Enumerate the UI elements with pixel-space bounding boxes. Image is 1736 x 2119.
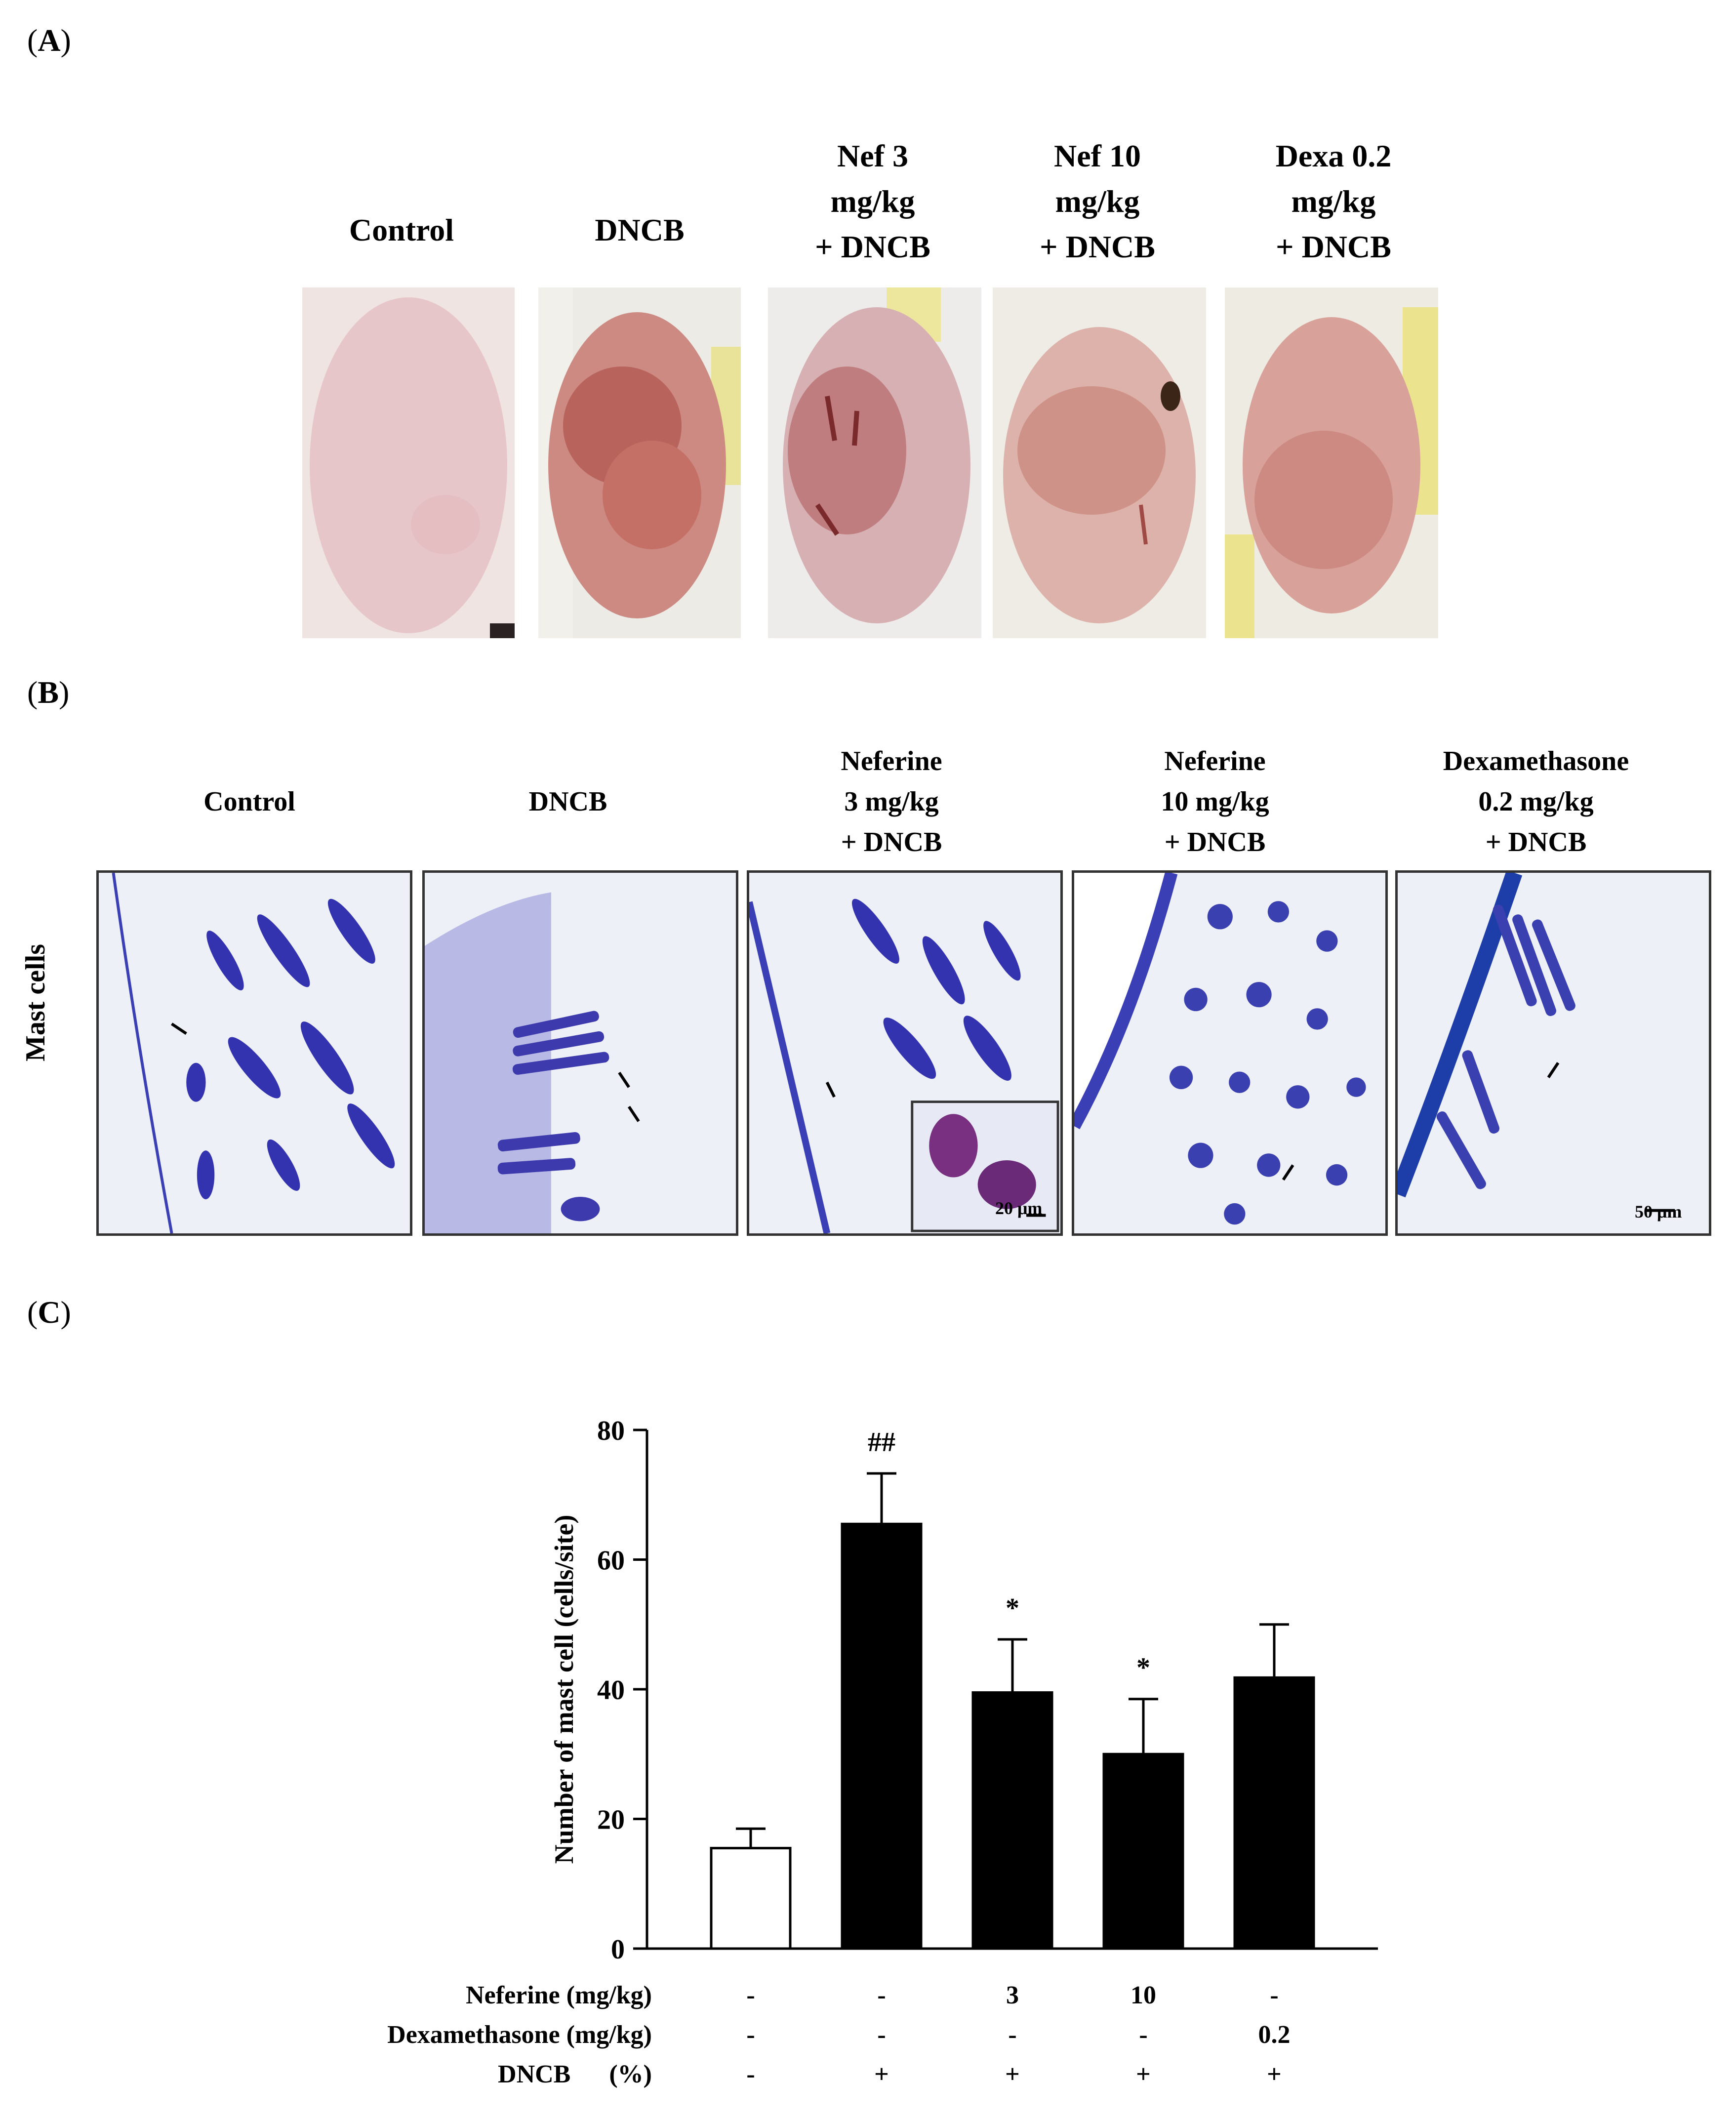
condition-cell: - (746, 1981, 755, 2009)
panel-b-label: (B) (27, 675, 70, 710)
bar (841, 1522, 923, 1950)
b-title-line: DNCB (528, 786, 607, 817)
b-micrograph-neferine3 (747, 870, 1063, 1236)
condition-cell: - (877, 2021, 886, 2049)
a-title-line: Control (349, 212, 454, 247)
condition-row-label: DNCB (%) (498, 2060, 652, 2088)
b-title-line: 3 mg/kg (844, 786, 939, 817)
b-title-neferine3: Neferine 3 mg/kg + DNCB (738, 741, 1045, 862)
significance-marker: * (1006, 1593, 1019, 1624)
a-photo-nef3 (768, 287, 981, 638)
y-axis-label: Number of mast cell (cells/site) (549, 1515, 579, 1864)
significance-marker: ## (868, 1427, 895, 1458)
condition-cell: 3 (1006, 1981, 1019, 2009)
a-title-line: mg/kg (1291, 184, 1376, 219)
b-micrograph-dncb (422, 870, 738, 1236)
a-title-line: Nef 3 (837, 138, 908, 173)
b-title-line: 10 mg/kg (1161, 786, 1269, 817)
a-photo-dexa (1225, 287, 1438, 638)
bar (971, 1691, 1053, 1950)
condition-cell: - (1270, 1981, 1279, 2009)
inset-scale-label: 20 μm (995, 1198, 1043, 1218)
condition-row-label: Dexamethasone (mg/kg) (387, 2021, 652, 2049)
b-title-dexamethasone: Dexamethasone 0.2 mg/kg + DNCB (1383, 741, 1689, 862)
significance-marker: * (1136, 1653, 1150, 1683)
bar (1233, 1676, 1315, 1950)
b-micrograph-dexamethasone (1395, 870, 1711, 1236)
y-tick-label: 40 (597, 1675, 625, 1706)
condition-cell: - (746, 2021, 755, 2049)
b-micrograph-control (96, 870, 412, 1236)
b-title-line: Dexamethasone (1443, 746, 1629, 776)
b-title-line: Neferine (1164, 746, 1266, 776)
condition-cell: + (874, 2060, 889, 2088)
a-title-dncb: DNCB (526, 207, 753, 253)
a-title-nef10: Nef 10 mg/kg + DNCB (984, 133, 1211, 270)
a-title-line: + DNCB (1040, 229, 1155, 264)
b-title-line: Neferine (841, 746, 942, 776)
bar (710, 1847, 792, 1950)
y-tick-label: 80 (597, 1416, 625, 1446)
y-tick-label: 0 (611, 1934, 625, 1965)
panel-c-label: (C) (27, 1295, 71, 1330)
b-title-control: Control (96, 781, 403, 822)
condition-cell: 10 (1130, 1981, 1156, 2009)
condition-cell: + (1136, 2060, 1151, 2088)
a-title-line: + DNCB (815, 229, 930, 264)
y-tick-label: 20 (597, 1805, 625, 1835)
condition-cell: - (877, 1981, 886, 2009)
condition-cell: 0.2 (1258, 2021, 1291, 2049)
condition-cell: - (1008, 2021, 1017, 2049)
b-title-line: 0.2 mg/kg (1478, 786, 1594, 817)
b-micrograph-neferine10 (1072, 870, 1388, 1236)
a-title-line: mg/kg (1055, 184, 1140, 219)
condition-cell: + (1005, 2060, 1020, 2088)
a-title-line: DNCB (595, 212, 685, 247)
a-title-dexa: Dexa 0.2 mg/kg + DNCB (1220, 133, 1447, 270)
a-photo-nef10 (993, 287, 1206, 638)
b-title-line: + DNCB (841, 827, 942, 857)
a-title-control: Control (288, 207, 515, 253)
b-title-line: + DNCB (1164, 827, 1266, 857)
b-title-dncb: DNCB (415, 781, 721, 822)
b-title-neferine10: Neferine 10 mg/kg + DNCB (1062, 741, 1368, 862)
b-title-line: Control (203, 786, 295, 817)
y-tick-label: 60 (597, 1546, 625, 1576)
a-title-line: mg/kg (830, 184, 915, 219)
a-photo-control (302, 287, 515, 638)
a-title-line: Nef 10 (1054, 138, 1141, 173)
condition-row-label: Neferine (mg/kg) (466, 1981, 652, 2009)
panel-a-label: (A) (27, 23, 71, 58)
a-title-line: Dexa 0.2 (1275, 138, 1392, 173)
condition-cell: - (746, 2060, 755, 2088)
a-photo-dncb (538, 287, 741, 638)
a-title-nef3: Nef 3 mg/kg + DNCB (759, 133, 986, 270)
condition-cell: - (1139, 2021, 1148, 2049)
main-scale-label: 50 μm (1635, 1202, 1682, 1222)
a-title-line: + DNCB (1276, 229, 1391, 264)
b-title-line: + DNCB (1485, 827, 1587, 857)
condition-cell: + (1267, 2060, 1282, 2088)
bar (1102, 1752, 1184, 1950)
